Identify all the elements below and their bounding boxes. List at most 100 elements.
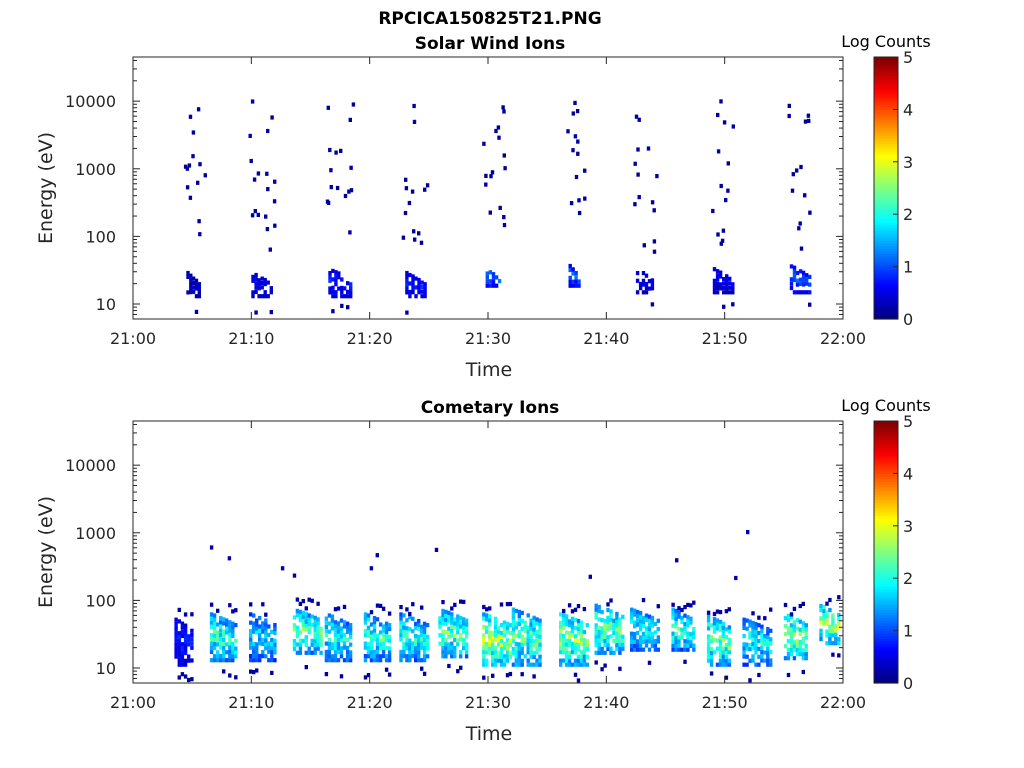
spectrogram-cell — [763, 616, 767, 621]
spectrogram-cell — [331, 309, 335, 314]
spectrogram-cell — [726, 188, 730, 193]
spectrogram-cell — [414, 658, 418, 663]
spectrogram-cell — [255, 658, 259, 663]
spectrogram-cell — [520, 658, 524, 663]
spectrogram-cell — [425, 638, 430, 643]
spectrogram-cell — [597, 604, 601, 610]
colorbar-segment — [874, 240, 898, 244]
spectrogram-cell — [686, 615, 690, 620]
spectrogram-cell — [712, 637, 717, 642]
spectrogram-cell — [786, 639, 791, 644]
spectrogram-cell — [264, 612, 268, 617]
spectrogram-cell — [264, 642, 268, 647]
spectrogram-cell — [194, 286, 199, 291]
colorbar-segment — [874, 426, 898, 430]
spectrogram-cell — [339, 650, 344, 655]
spectrogram-cell — [635, 647, 640, 652]
spectrogram-cell — [638, 647, 643, 652]
spectrogram-cell — [345, 629, 350, 634]
spectrogram-cell — [209, 649, 214, 654]
spectrogram-cell — [405, 634, 409, 639]
spectrogram-cell — [618, 621, 622, 626]
spectrogram-cell — [582, 630, 587, 635]
spectrogram-cell — [718, 654, 723, 660]
spectrogram-cell — [573, 658, 578, 663]
spectrogram-cell — [307, 613, 311, 618]
spectrogram-cell — [571, 279, 575, 284]
spectrogram-cell — [683, 622, 687, 627]
spectrogram-cell — [706, 638, 711, 643]
spectrogram-cell — [407, 200, 412, 206]
spectrogram-cell — [345, 645, 350, 651]
spectrogram-cell — [269, 290, 273, 295]
spectrogram-cell — [190, 637, 194, 642]
spectrogram-cell — [203, 173, 207, 178]
spectrogram-cell — [798, 221, 802, 226]
spectrogram-cell — [567, 623, 572, 628]
spectrogram-cell — [231, 654, 235, 659]
colorbar-segment — [874, 565, 898, 569]
colorbar-segment — [874, 578, 898, 582]
spectrogram-cell — [292, 639, 297, 644]
spectrogram-cell — [638, 635, 643, 640]
spectrogram-cell — [491, 642, 495, 648]
spectrogram-cell — [571, 148, 575, 153]
spectrogram-cell — [420, 605, 424, 610]
spectrogram-cell — [228, 624, 232, 629]
spectrogram-cell — [621, 642, 625, 647]
spectrogram-cell — [792, 624, 797, 629]
spectrogram-cell — [828, 597, 832, 603]
colorbar-tick-label: 0 — [903, 674, 913, 693]
spectrogram-cell — [459, 650, 463, 655]
spectrogram-cell — [231, 609, 235, 614]
spectrogram-cell — [727, 662, 731, 667]
spectrogram-cell — [576, 630, 581, 636]
spectrogram-cell — [488, 618, 492, 623]
spectrogram-cell — [742, 617, 746, 622]
x-tick-label: 21:30 — [465, 329, 511, 348]
spectrogram-cell — [190, 633, 194, 638]
spectrogram-cell — [633, 608, 637, 613]
spectrogram-cell — [422, 658, 427, 663]
spectrogram-cell — [837, 616, 841, 622]
spectrogram-cell — [491, 673, 495, 678]
spectrogram-cell — [559, 629, 563, 634]
spectrogram-cell — [183, 623, 188, 628]
spectrogram-cell — [327, 641, 332, 647]
spectrogram-cell — [183, 635, 188, 640]
spectrogram-cell — [422, 654, 427, 659]
spectrogram-cell — [261, 641, 265, 646]
spectrogram-cell — [653, 643, 658, 648]
spectrogram-cell — [731, 286, 735, 291]
spectrogram-cell — [209, 658, 214, 663]
spectrogram-cell — [327, 654, 332, 659]
spectrogram-cell — [328, 278, 332, 283]
spectrogram-cell — [266, 128, 270, 134]
colorbar-segment — [874, 641, 898, 645]
spectrogram-cell — [727, 637, 731, 642]
spectrogram-cell — [212, 613, 217, 618]
spectrogram-cell — [727, 646, 731, 651]
spectrogram-cell — [273, 179, 277, 184]
spectrogram-cell — [650, 639, 655, 644]
spectrogram-cell — [425, 646, 430, 651]
spectrogram-cell — [517, 658, 521, 663]
spectrogram-cell — [638, 627, 643, 632]
spectrogram-cell — [573, 100, 577, 105]
colorbar-segment — [874, 198, 898, 202]
spectrogram-cell — [644, 286, 649, 291]
spectrogram-cell — [706, 614, 711, 619]
spectrogram-cell — [491, 639, 495, 644]
spectrogram-cell — [674, 643, 678, 648]
spectrogram-cell — [255, 626, 259, 631]
spectrogram-cell — [273, 626, 277, 632]
spectrogram-cell — [715, 638, 720, 643]
spectrogram-cell — [783, 656, 788, 661]
spectrogram-cell — [724, 627, 729, 632]
spectrogram-cell — [570, 620, 575, 626]
spectrogram-cell — [792, 656, 797, 661]
spectrogram-cell — [786, 613, 791, 618]
spectrogram-cell — [630, 619, 634, 624]
spectrogram-cell — [790, 188, 795, 193]
